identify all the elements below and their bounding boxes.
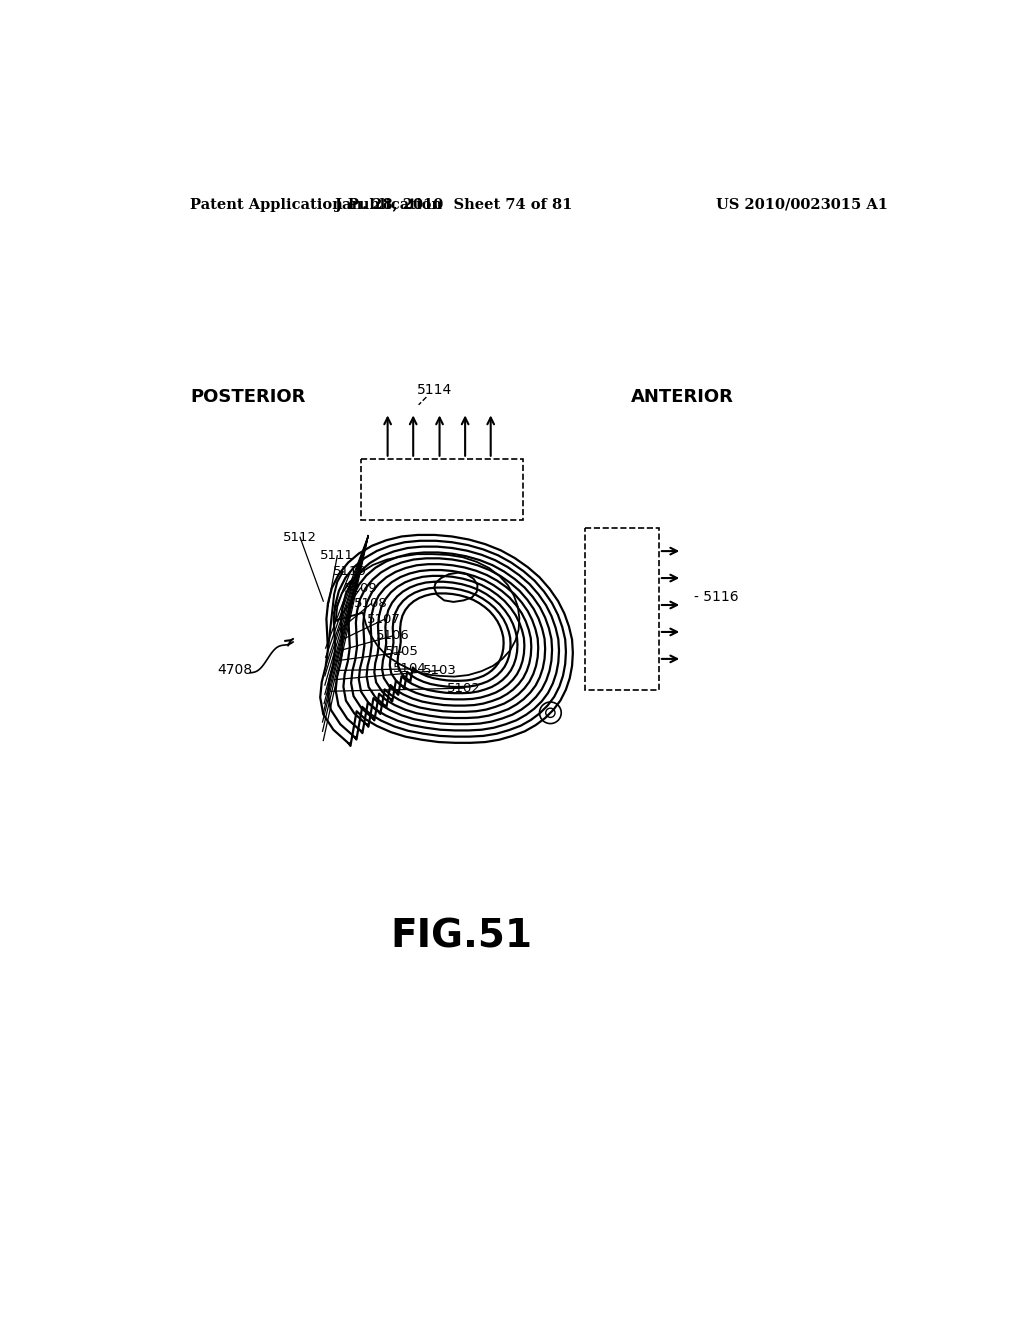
Text: 5105: 5105 bbox=[385, 645, 419, 659]
Bar bbox=[360, 459, 523, 520]
Text: 5107: 5107 bbox=[367, 612, 400, 626]
Text: 5111: 5111 bbox=[321, 549, 354, 562]
Text: 5102: 5102 bbox=[447, 681, 481, 694]
Text: 5108: 5108 bbox=[354, 597, 388, 610]
Text: Patent Application Publication: Patent Application Publication bbox=[190, 198, 442, 211]
Bar bbox=[586, 528, 658, 689]
Text: 5110: 5110 bbox=[334, 565, 368, 578]
Text: 5103: 5103 bbox=[423, 664, 457, 677]
Text: Jan. 28, 2010  Sheet 74 of 81: Jan. 28, 2010 Sheet 74 of 81 bbox=[335, 198, 572, 211]
Text: US 2010/0023015 A1: US 2010/0023015 A1 bbox=[716, 198, 888, 211]
Text: 5104: 5104 bbox=[393, 663, 427, 676]
Text: 5109: 5109 bbox=[343, 582, 377, 594]
Text: 5114: 5114 bbox=[417, 383, 452, 397]
Text: - 5116: - 5116 bbox=[693, 590, 738, 605]
Text: 4708: 4708 bbox=[217, 664, 252, 677]
Text: ANTERIOR: ANTERIOR bbox=[631, 388, 733, 407]
Text: 5112: 5112 bbox=[283, 531, 317, 544]
Text: POSTERIOR: POSTERIOR bbox=[190, 388, 306, 407]
Text: FIG.51: FIG.51 bbox=[390, 917, 532, 956]
Text: 5106: 5106 bbox=[376, 630, 410, 643]
